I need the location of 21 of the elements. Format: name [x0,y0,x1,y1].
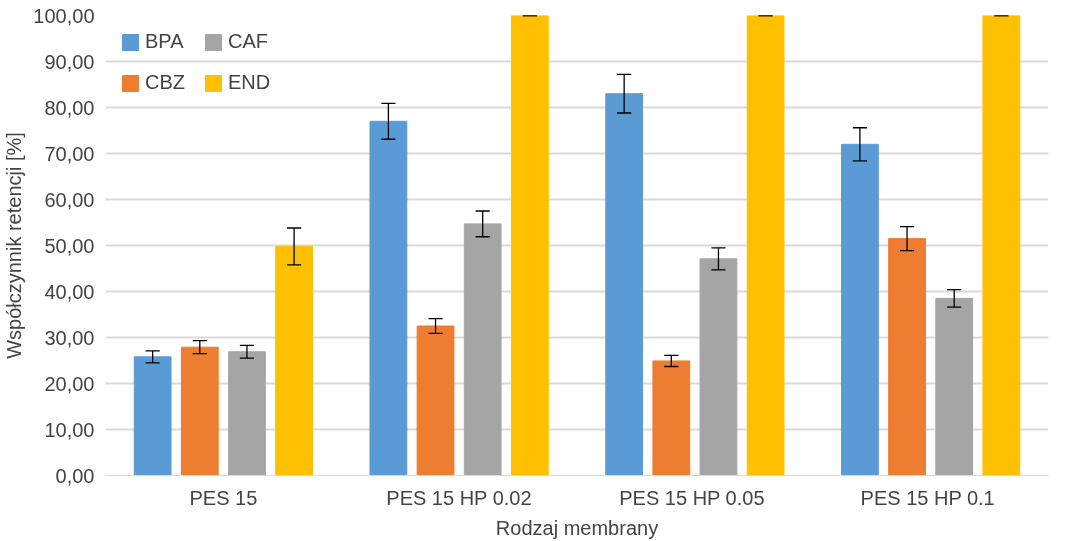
x-tick-label: PES 15 HP 0.02 [386,486,532,509]
legend-label: BPA [145,30,184,53]
y-tick-label: 60,00 [44,188,95,211]
y-axis-title: Współczynnik retencji [%] [3,132,26,359]
y-tick-label: 50,00 [44,234,95,257]
legend-label: END [228,71,271,94]
legend-label: CBZ [145,71,185,94]
y-tick-label: 100,00 [33,4,95,27]
y-tick-label: 10,00 [44,418,95,441]
x-tick-label: PES 15 HP 0.1 [860,486,995,509]
y-tick-label: 70,00 [44,142,95,165]
x-axis-title: Rodzaj membrany [495,516,659,539]
y-tick-label: 80,00 [44,96,95,119]
y-tick-label: 90,00 [44,50,95,73]
x-tick-label: PES 15 [189,486,258,509]
legend-label: CAF [228,30,268,53]
y-tick-label: 0,00 [55,464,95,487]
y-tick-label: 30,00 [44,326,95,349]
x-tick-label: PES 15 HP 0.05 [619,486,765,509]
y-tick-label: 20,00 [44,372,95,395]
y-tick-label: 40,00 [44,280,95,303]
